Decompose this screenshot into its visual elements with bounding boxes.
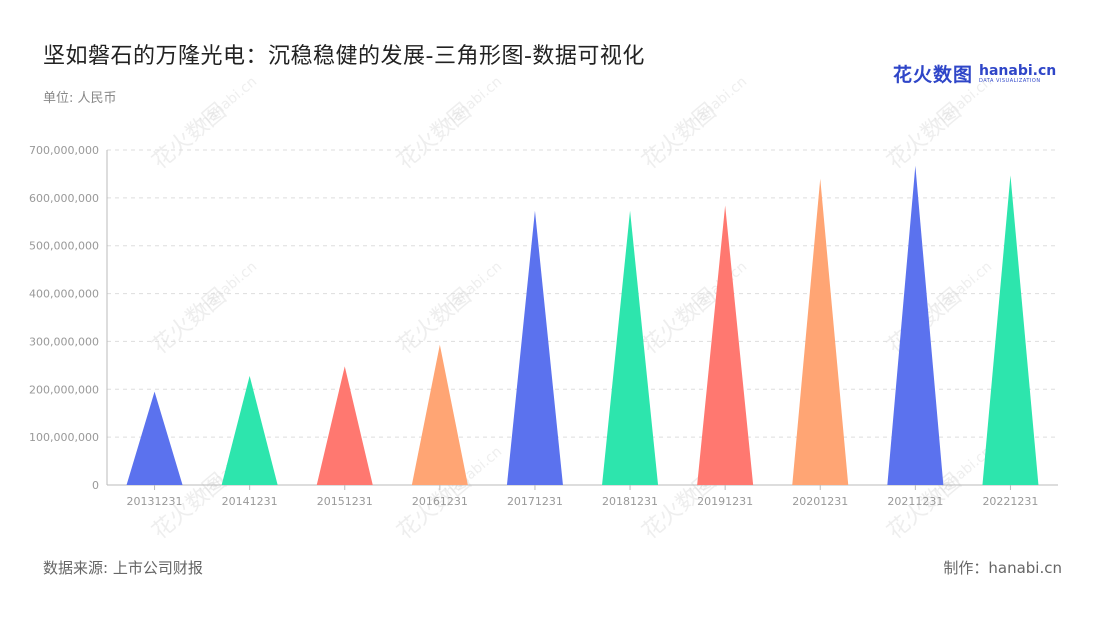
y-tick-label: 200,000,000	[29, 383, 99, 396]
unit-label: 单位: 人民币	[43, 91, 117, 106]
triangle-bar	[602, 210, 659, 485]
triangle-bar	[887, 165, 944, 486]
watermark-text-en: hanabi.cn	[197, 74, 260, 130]
logo-tagline: DATA VISUALIZATION	[979, 77, 1041, 84]
y-tick-label: 300,000,000	[29, 335, 99, 348]
y-tick-label: 700,000,000	[29, 144, 99, 157]
triangle-bar	[316, 366, 373, 485]
brand-logo: 花火数图 hanabi.cn DATA VISUALIZATION	[893, 60, 1056, 87]
y-tick-label: 400,000,000	[29, 288, 99, 301]
watermark-text-en: hanabi.cn	[932, 259, 995, 315]
x-tick-label: 20141231	[222, 495, 278, 508]
logo-text-en-wrap: hanabi.cn DATA VISUALIZATION	[979, 64, 1056, 84]
watermark-text-en: hanabi.cn	[442, 74, 505, 130]
y-tick-label: 0	[92, 479, 99, 492]
triangle-bar	[982, 175, 1039, 485]
x-tick-label: 20221231	[982, 495, 1038, 508]
logo-text-en: hanabi.cn	[979, 62, 1057, 79]
triangle-bar	[126, 391, 183, 485]
triangle-bar	[697, 205, 754, 485]
watermark-text-en: hanabi.cn	[197, 259, 260, 315]
x-tick-label: 20131231	[127, 495, 183, 508]
triangle-bar	[792, 178, 849, 485]
triangle-bar	[411, 344, 468, 485]
triangle-bar	[506, 210, 563, 485]
data-source: 数据来源: 上市公司财报	[43, 559, 203, 577]
chart-title: 坚如磐石的万隆光电：沉稳稳健的发展-三角形图-数据可视化	[43, 44, 645, 69]
x-tick-label: 20181231	[602, 495, 658, 508]
x-tick-label: 20211231	[887, 495, 943, 508]
watermark-text-en: hanabi.cn	[932, 74, 995, 130]
y-tick-label: 500,000,000	[29, 240, 99, 253]
y-tick-label: 100,000,000	[29, 431, 99, 444]
watermark-text-en: hanabi.cn	[442, 259, 505, 315]
x-tick-label: 20151231	[317, 495, 373, 508]
x-tick-label: 20171231	[507, 495, 563, 508]
x-tick-label: 20191231	[697, 495, 753, 508]
maker-credit: 制作：hanabi.cn	[943, 559, 1062, 577]
logo-text-cn: 花火数图	[893, 64, 974, 86]
y-tick-label: 600,000,000	[29, 192, 99, 205]
triangle-bar	[221, 375, 278, 485]
x-tick-label: 20161231	[412, 495, 468, 508]
watermark-text-en: hanabi.cn	[687, 74, 750, 130]
x-tick-label: 20201231	[792, 495, 848, 508]
